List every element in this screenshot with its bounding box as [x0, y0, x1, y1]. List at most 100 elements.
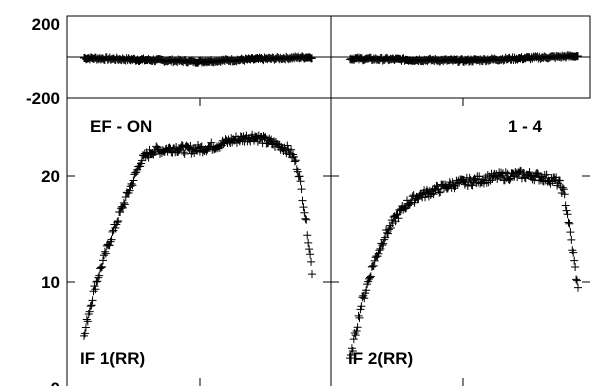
amplitude-point — [486, 176, 495, 185]
amplitude-point — [261, 133, 270, 142]
amplitude-point — [293, 167, 302, 176]
amplitude-point — [207, 138, 216, 147]
amplitude-point — [558, 183, 567, 192]
amplitude-point — [349, 335, 358, 344]
amplitude-point — [367, 262, 376, 271]
amplitude-point — [82, 315, 91, 324]
amplitude-point — [567, 235, 576, 244]
amplitude-point — [290, 157, 299, 166]
amplitude-point — [97, 263, 106, 272]
phase-series-panel-2 — [346, 51, 582, 67]
amplitude-point — [565, 219, 574, 228]
amplitude-point — [94, 273, 103, 282]
amplitude-point — [384, 225, 393, 234]
amplitude-point — [410, 198, 419, 207]
amplitude-point — [354, 311, 363, 320]
amplitude-point — [114, 216, 123, 225]
amplitude-point — [237, 132, 246, 141]
phase-point — [306, 53, 315, 62]
amplitude-point — [291, 156, 300, 165]
amplitude-point — [574, 283, 582, 292]
amplitude-point — [95, 271, 104, 280]
amplitude-point — [285, 148, 294, 157]
amplitude-point — [525, 168, 534, 177]
amplitude-point — [533, 169, 542, 178]
amplitude-point — [260, 133, 269, 142]
phase-series-panel-1 — [80, 52, 316, 67]
amplitude-point — [429, 190, 438, 199]
phase-point — [574, 52, 582, 61]
amplitude-point — [463, 182, 472, 191]
amplitude-point — [427, 189, 436, 198]
amplitude-point — [81, 323, 90, 332]
amplitude-point — [484, 178, 493, 187]
amplitude-point — [307, 257, 316, 266]
amplitude-point — [563, 210, 572, 219]
amplitude-point — [295, 172, 304, 181]
amplitude-point — [93, 277, 102, 286]
amplitude-point — [571, 263, 580, 272]
amplitude-point — [292, 165, 301, 174]
amplitude-point — [92, 277, 101, 286]
amplitude-point — [91, 285, 100, 294]
amplitude-point — [80, 329, 89, 338]
amplitude-point — [83, 317, 92, 326]
amplitude-point — [116, 208, 125, 217]
phase-series — [80, 51, 582, 67]
amplitude-point — [555, 176, 564, 185]
amplitude-point — [357, 302, 366, 311]
amplitude-point — [303, 231, 312, 240]
amplitude-point — [501, 168, 510, 177]
amplitude-point — [546, 179, 555, 188]
tick-label-phase-minus-200: -200 — [26, 89, 60, 108]
amplitude-point — [308, 270, 316, 279]
amplitude-point — [369, 261, 378, 270]
amplitude-point — [513, 173, 522, 182]
amplitude-point — [128, 181, 137, 190]
amplitude-point — [433, 182, 442, 191]
amplitude-point — [302, 215, 311, 224]
amplitude-point — [375, 246, 384, 255]
amplitude-point — [113, 218, 122, 227]
amplitude-point — [98, 262, 107, 271]
amplitude-point — [559, 185, 568, 194]
annotation-baseline: 1 - 4 — [508, 117, 543, 136]
amplitude-series-panel-2 — [346, 166, 582, 363]
tick-label-amp-0: 0 — [51, 379, 60, 386]
amplitude-point — [362, 286, 371, 295]
amplitude-point — [87, 301, 96, 310]
amplitude-point — [384, 229, 392, 238]
amplitude-point — [506, 174, 515, 183]
amplitude-point — [301, 214, 310, 223]
amplitude-point — [129, 176, 138, 185]
amplitude-point — [562, 206, 571, 215]
phase-point — [308, 54, 316, 63]
amplitude-point — [346, 354, 354, 363]
amplitude-point — [101, 249, 110, 258]
amplitude-point — [540, 171, 549, 180]
amplitude-panel-frame — [66, 98, 332, 386]
amplitude-point — [105, 241, 114, 250]
amplitude-point — [405, 200, 414, 209]
amplitude-point — [287, 145, 296, 154]
amplitude-point — [300, 208, 309, 217]
amplitude-point — [259, 131, 268, 140]
amplitude-point — [370, 256, 379, 265]
amplitude-point — [566, 228, 575, 237]
amplitude-point — [573, 276, 582, 285]
amplitude-point — [125, 186, 134, 195]
amplitude-point — [298, 196, 307, 205]
amplitude-point — [137, 156, 146, 165]
amplitude-point — [392, 210, 401, 219]
amplitude-point — [383, 228, 392, 237]
amplitude-point — [296, 177, 305, 186]
amplitude-point — [299, 203, 308, 212]
amplitude-point — [177, 141, 186, 150]
amplitude-point — [400, 203, 409, 212]
amplitude-point — [202, 147, 211, 156]
amplitude-point — [570, 256, 579, 265]
amplitude-point — [88, 296, 97, 305]
amplitude-point — [346, 350, 355, 359]
amplitude-point — [297, 185, 306, 194]
